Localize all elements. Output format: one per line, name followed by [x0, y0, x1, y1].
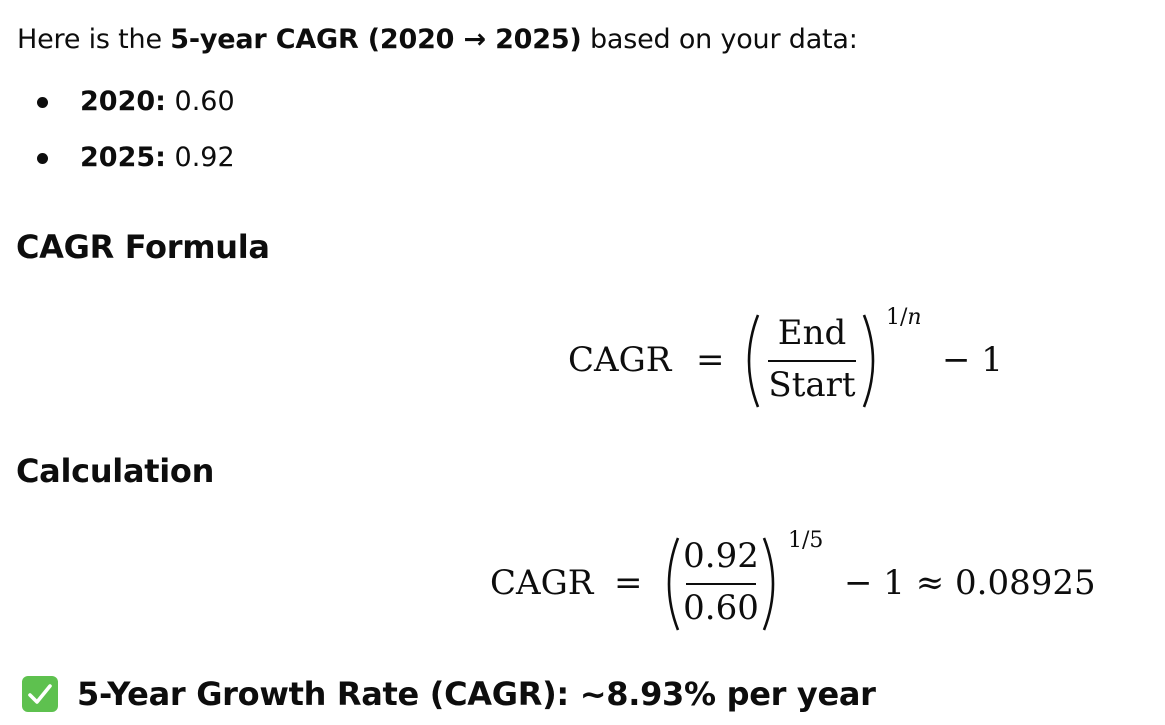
- intro-prefix: Here is the: [17, 24, 171, 55]
- bullet-icon: [37, 97, 48, 108]
- formula-exponent: 1/n: [886, 305, 922, 331]
- data-point-value: 0.60: [174, 86, 235, 117]
- formula-lhs: CAGR: [568, 340, 672, 380]
- fraction-bar: [768, 360, 856, 362]
- formula-heading: CAGR Formula: [16, 228, 270, 266]
- fraction-bar: [686, 583, 756, 585]
- intro-emphasis: 5-year CAGR (2020 → 2025): [170, 24, 582, 55]
- data-point-year: 2020:: [80, 86, 166, 117]
- formula-exponent-var: n: [907, 305, 922, 330]
- calculation-lhs: CAGR: [490, 563, 594, 603]
- cagr-formula-equation: CAGR = End Start 1/n − 1: [568, 305, 1008, 415]
- left-paren-icon: [747, 314, 760, 408]
- intro-sentence: Here is the 5-year CAGR (2020 → 2025) ba…: [17, 22, 858, 58]
- calculation-heading: Calculation: [16, 452, 215, 490]
- data-point-value: 0.92: [174, 142, 235, 173]
- check-mark-icon: [28, 684, 52, 704]
- bullet-icon: [37, 153, 48, 164]
- calculation-equals: =: [614, 563, 643, 603]
- calculation-denominator: 0.60: [683, 588, 759, 628]
- calculation-numerator: 0.92: [683, 536, 759, 576]
- formula-numerator: End: [777, 313, 847, 353]
- left-paren-icon: [667, 537, 680, 631]
- result-text: 5-Year Growth Rate (CAGR): ~8.93% per ye…: [77, 675, 876, 713]
- formula-equals: =: [696, 340, 725, 380]
- calculation-rest: − 1 ≈ 0.08925: [844, 563, 1096, 603]
- data-point-year: 2025:: [80, 142, 166, 173]
- right-paren-icon: [862, 314, 875, 408]
- data-point-text: 2020: 0.60: [80, 84, 235, 120]
- calculation-exponent: 1/5: [788, 528, 824, 553]
- cagr-calculation-equation: CAGR = 0.92 0.60 1/5 − 1 ≈ 0.08925: [490, 528, 1096, 638]
- intro-suffix: based on your data:: [581, 24, 858, 55]
- formula-exponent-prefix: 1/: [886, 305, 908, 330]
- check-mark-button-icon: [22, 676, 58, 712]
- formula-minus-one: − 1: [942, 340, 1003, 380]
- right-paren-icon: [762, 537, 775, 631]
- formula-denominator: Start: [768, 365, 856, 405]
- data-point-text: 2025: 0.92: [80, 140, 235, 176]
